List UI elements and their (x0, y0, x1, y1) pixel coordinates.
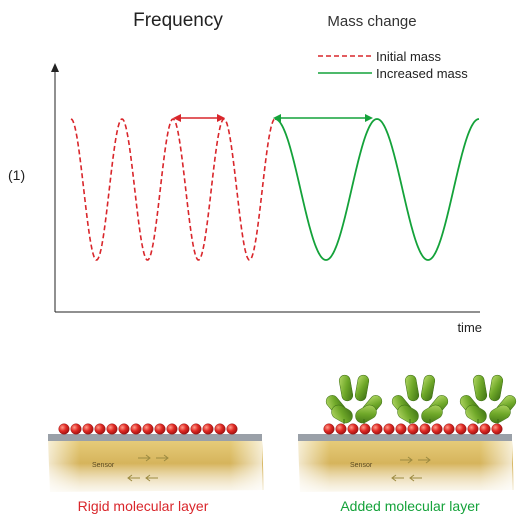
molecule-bead (443, 423, 455, 435)
arrow-right-icon (400, 456, 413, 464)
molecule-bead (82, 423, 94, 435)
molecule-bead (142, 423, 154, 435)
arrow-left-icon (145, 474, 158, 482)
antibody-domain (355, 404, 377, 424)
antibody-domain (354, 374, 370, 402)
antibody-hinge (343, 419, 365, 424)
molecule-bead (58, 423, 70, 435)
plot-axes: time (51, 63, 482, 335)
arrow-left-icon (127, 474, 140, 482)
legend-label-initial-mass: Initial mass (376, 49, 442, 64)
sensor-label: Sensor (92, 462, 115, 469)
molecule-bead (431, 423, 443, 435)
vibration-arrows (127, 454, 169, 482)
caption-added-layer: Added molecular layer (340, 498, 480, 514)
sensor-added-layer: Sensor (298, 374, 517, 492)
legend-label-increased-mass: Increased mass (376, 66, 468, 81)
antibody-domain (465, 404, 487, 424)
molecule-bead (154, 423, 166, 435)
y-axis-arrow-icon (51, 63, 59, 72)
molecule-bead (371, 423, 383, 435)
molecule-bead (479, 423, 491, 435)
antibody-domain (489, 404, 511, 424)
arrow-right-icon (418, 456, 431, 464)
molecule-bead (323, 423, 335, 435)
sensor-body-fade (48, 440, 262, 492)
sensor-electrode (48, 434, 262, 441)
x-axis-label: time (457, 320, 482, 335)
panel-label: (1) (8, 167, 25, 183)
molecule-bead (455, 423, 467, 435)
molecule-bead (94, 423, 106, 435)
molecule-bead (202, 423, 214, 435)
legend: Initial mass Increased mass (318, 49, 468, 81)
arrow-right-icon (138, 454, 151, 462)
antibody-layer (325, 374, 517, 424)
arrow-left-icon (409, 474, 422, 482)
molecule-bead (395, 423, 407, 435)
antibody-hinge (409, 419, 431, 424)
molecule-bead (118, 423, 130, 435)
molecule-bead (347, 423, 359, 435)
molecule-bead (407, 423, 419, 435)
sensor-rigid-layer: Sensor (48, 423, 264, 492)
mass-change-title: Mass change (327, 13, 416, 30)
antibody-domain (420, 374, 436, 402)
antibody-domain (338, 374, 354, 402)
caption-rigid-layer: Rigid molecular layer (78, 498, 209, 514)
molecule-bead (419, 423, 431, 435)
bead-row (323, 423, 503, 435)
antibody-domain (404, 374, 420, 402)
molecule-bead (214, 423, 226, 435)
molecule-bead (383, 423, 395, 435)
increased-mass-wave (274, 118, 480, 261)
molecule-bead (359, 423, 371, 435)
vibration-arrows (391, 456, 431, 482)
bead-row (58, 423, 238, 435)
antibody-domain (397, 404, 419, 424)
molecule-bead (106, 423, 118, 435)
antibody-domain (331, 404, 353, 424)
molecule-bead (190, 423, 202, 435)
molecule-bead (491, 423, 503, 435)
molecule-bead (130, 423, 142, 435)
antibody-domain (472, 374, 488, 402)
sensor-label: Sensor (350, 462, 373, 469)
molecule-bead (335, 423, 347, 435)
antibody-domain (488, 374, 504, 402)
molecule-bead (226, 423, 238, 435)
molecule-bead (467, 423, 479, 435)
antibody-domain (421, 404, 443, 424)
molecule-bead (178, 423, 190, 435)
frequency-title: Frequency (133, 10, 223, 31)
molecule-bead (70, 423, 82, 435)
arrow-left-icon (391, 474, 404, 482)
antibody-hinge (477, 419, 499, 424)
sensor-body-fade (298, 440, 512, 492)
arrow-right-icon (156, 454, 169, 462)
initial-mass-wave (70, 118, 276, 261)
sensor-electrode (298, 434, 512, 441)
molecule-bead (166, 423, 178, 435)
